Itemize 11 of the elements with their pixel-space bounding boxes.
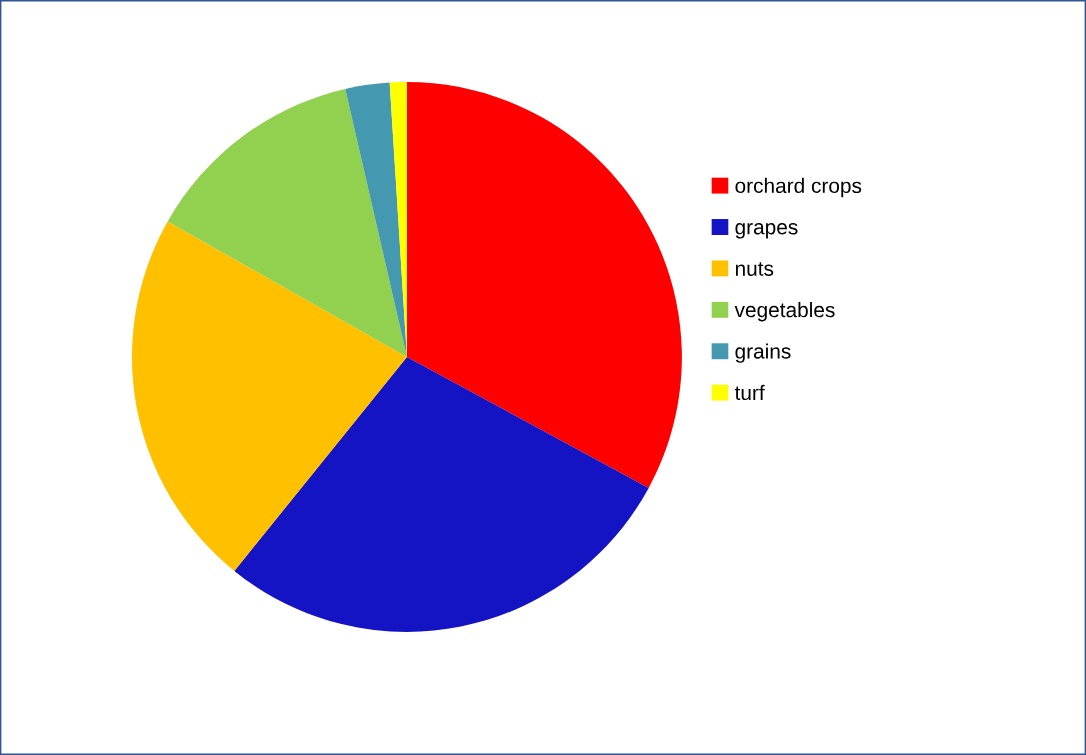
legend-label: grapes	[735, 223, 798, 239]
legend-label: vegetables	[734, 301, 835, 322]
legend-label: grains	[735, 343, 791, 363]
pie-slice	[345, 82, 407, 357]
pie-slice	[234, 356, 649, 632]
pie-slice	[406, 81, 682, 488]
pie-slice	[167, 88, 407, 357]
legend-label: turf	[734, 384, 765, 401]
legend-label: nuts	[735, 262, 774, 276]
legend-label: orchard crops	[735, 177, 862, 198]
pie-slice	[131, 221, 407, 571]
